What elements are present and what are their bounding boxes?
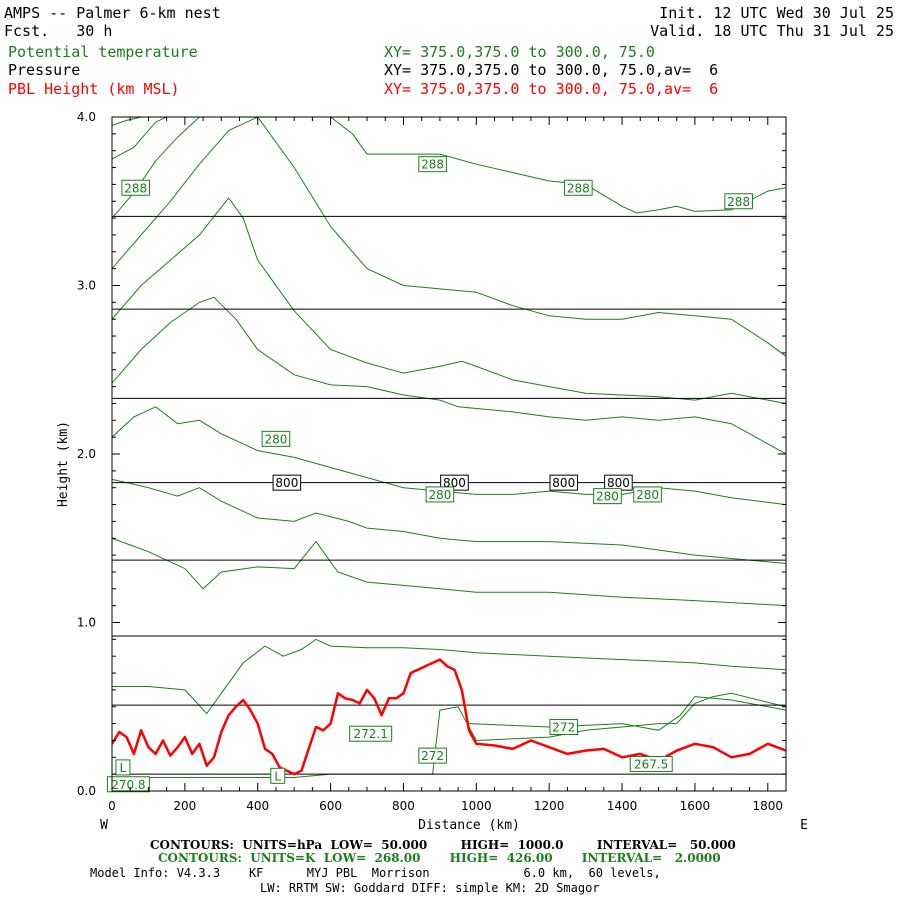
theta-contour-9 (112, 117, 142, 126)
x-tick-label-5: 1000 (461, 799, 492, 813)
svg-text:800: 800 (607, 476, 630, 490)
svg-text:280: 280 (636, 488, 659, 502)
svg-text:288: 288 (124, 181, 147, 195)
svg-text:272: 272 (421, 749, 444, 763)
svg-text:280: 280 (596, 490, 619, 504)
legend-pbl-name: PBL Height (km MSL) (8, 80, 180, 98)
footer-theta-contours: CONTOURS: UNITS=K LOW= 268.00 HIGH= 426.… (158, 851, 721, 865)
theta-contour-1 (112, 537, 786, 607)
svg-text:L: L (274, 769, 281, 783)
theta-contour-10 (112, 692, 786, 778)
theta-label-0: 288 (121, 179, 150, 196)
theta-label-3: 288 (724, 193, 753, 210)
x-tick-label-7: 1400 (607, 799, 638, 813)
svg-text:L: L (120, 761, 127, 775)
footer-physics-info: LW: RRTM SW: Goddard DIFF: simple KM: 2D… (260, 881, 600, 895)
svg-text:272: 272 (552, 720, 575, 734)
legend-theta-name: Potential temperature (8, 43, 198, 61)
x-tick-label-4: 800 (392, 799, 415, 813)
theta-contour-6 (112, 117, 786, 357)
y-tick-label-0: 0.0 (77, 784, 96, 798)
axes: 0 200 400 600 800 1000 1200 1400 1600 1800 0.0 1.0 2… (56, 110, 808, 833)
svg-text:267.5: 267.5 (634, 758, 668, 772)
theta-label-11: 267.5 (629, 756, 673, 773)
legend-pressure-xy: XY= 375.0,375.0 to 300.0, 75.0,av= 6 (384, 61, 719, 79)
x-tick-label-2: 400 (246, 799, 269, 813)
legend-pbl-xy: XY= 375.0,375.0 to 300.0, 75.0,av= 6 (384, 80, 719, 98)
x-tick-label-9: 1800 (753, 799, 784, 813)
theta-label-6: 280 (593, 488, 622, 505)
y-tick-label-3: 3.0 (77, 279, 96, 293)
theta-label-13: L (115, 759, 131, 776)
theta-label-8: 272.1 (349, 725, 393, 742)
x-tick-label-3: 600 (319, 799, 342, 813)
x-axis-label: Distance (km) (418, 818, 520, 833)
theta-label-2: 288 (564, 179, 593, 196)
pressure-label-0: 800 (272, 474, 302, 491)
chart-title: AMPS -- Palmer 6-km nest (4, 4, 221, 22)
svg-text:800: 800 (552, 476, 575, 490)
svg-text:288: 288 (567, 181, 590, 195)
x-tick-label-1: 200 (173, 799, 196, 813)
theta-label-12: 270.8 (106, 776, 150, 793)
svg-text:288: 288 (727, 195, 750, 209)
theta-contour-5 (112, 197, 786, 404)
y-tick-label-4: 4.0 (77, 110, 96, 124)
theta-contour-2 (112, 478, 786, 564)
x-tick-label-0: 0 (108, 799, 116, 813)
theta-label-14: L (270, 767, 286, 784)
svg-text:272.1: 272.1 (353, 727, 387, 741)
pressure-label-3: 800 (604, 474, 633, 491)
footer-model-info: Model Info: V4.3.3 KF MYJ PBL Morrison 6… (90, 866, 661, 880)
west-end-label: W (100, 818, 108, 833)
svg-text:800: 800 (275, 476, 298, 490)
svg-text:280: 280 (428, 488, 451, 502)
theta-contour-8 (112, 117, 167, 160)
y-axis-label: Height (km) (56, 421, 71, 507)
x-tick-label-6: 1200 (534, 799, 565, 813)
init-time: Init. 12 UTC Wed 30 Jul 25 (659, 4, 894, 22)
theta-contour-0 (112, 638, 786, 715)
theta-label-7: 280 (633, 486, 662, 503)
valid-time: Valid. 18 UTC Thu 31 Jul 25 (650, 22, 894, 40)
y-tick-label-1: 1.0 (77, 616, 96, 630)
theta-contour-7 (112, 117, 786, 219)
theta-label-5: 280 (425, 486, 455, 503)
x-tick-label-8: 1600 (680, 799, 711, 813)
pressure-label-1: 800 (440, 474, 469, 491)
theta-contour-4 (112, 296, 786, 455)
svg-text:288: 288 (421, 158, 444, 172)
east-end-label: E (800, 818, 808, 833)
theta-label-9: 272 (418, 747, 447, 764)
y-tick-label-2: 2.0 (77, 447, 96, 461)
pressure-label-2: 800 (549, 474, 579, 491)
theta-label-10: 272 (549, 718, 579, 735)
svg-text:270.8: 270.8 (111, 778, 145, 792)
legend-pressure-name: Pressure (8, 61, 81, 79)
theta-label-1: 288 (418, 156, 447, 173)
contour-labels: 800 800 800 800 288 288 288 288 280 280 280 280 272.… (106, 156, 753, 793)
legend-theta-xy: XY= 375.0,375.0 to 300.0, 75.0 (384, 43, 655, 61)
theta-contour-11 (468, 696, 786, 731)
footer-pressure-contours: CONTOURS: UNITS=hPa LOW= 50.000 HIGH= 10… (150, 838, 736, 852)
theta-label-4: 280 (261, 430, 291, 447)
forecast-hour: Fcst. 30 h (4, 22, 113, 40)
pbl-height-line (112, 658, 786, 776)
svg-text:280: 280 (264, 432, 287, 446)
pbl-height-series (112, 658, 786, 776)
